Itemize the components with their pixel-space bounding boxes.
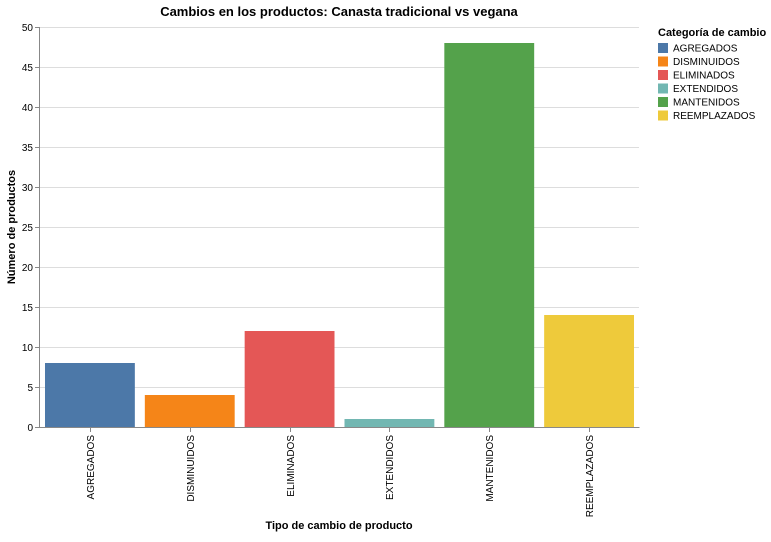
legend-swatch [658, 83, 668, 94]
x-axis-title: Tipo de cambio de producto [265, 520, 412, 532]
y-tick-label: 0 [27, 423, 33, 434]
x-tick-label: DISMINUIDOS [186, 435, 197, 502]
x-tick-label: EXTENDIDOS [385, 435, 396, 500]
y-tick-label: 10 [22, 343, 34, 354]
legend-label: MANTENIDOS [673, 98, 740, 109]
bar-reemplazados[interactable] [544, 315, 635, 427]
y-tick-label: 40 [22, 103, 34, 114]
legend-label: ELIMINADOS [673, 71, 735, 82]
x-tick-label: REEMPLAZADOS [585, 435, 596, 518]
legend-swatch [658, 70, 668, 80]
bar-agregados[interactable] [44, 363, 135, 427]
x-tick-label: ELIMINADOS [286, 435, 297, 497]
bar-extendidos[interactable] [344, 419, 435, 427]
legend-swatch [658, 110, 668, 121]
legend-label: REEMPLAZADOS [673, 111, 756, 122]
y-axis-title: Número de productos [6, 170, 18, 284]
legend-swatch [658, 97, 668, 107]
y-tick-label: 30 [22, 183, 34, 194]
x-axis-ticks: AGREGADOS DISMINUIDOS ELIMINADOS EXTENDIDOS… [86, 427, 596, 517]
legend-title: Categoría de cambio [658, 27, 766, 39]
bars [44, 43, 635, 427]
chart-title: Cambios en los productos: Canasta tradic… [160, 4, 518, 19]
y-tick-label: 25 [22, 223, 34, 234]
y-tick-label: 5 [27, 383, 33, 394]
bar-disminuidos[interactable] [144, 395, 235, 427]
legend-swatch [658, 43, 668, 53]
gridlines [40, 27, 639, 388]
y-axis-ticks: 0 5 10 15 20 25 30 35 40 45 50 [22, 23, 40, 434]
x-tick-label: MANTENIDOS [485, 435, 496, 502]
y-tick-label: 45 [22, 63, 34, 74]
y-tick-label: 20 [22, 263, 34, 274]
y-tick-label: 15 [22, 303, 34, 314]
legend-label: EXTENDIDOS [673, 84, 738, 95]
legend-label: DISMINUIDOS [673, 57, 740, 68]
legend-swatch [658, 56, 668, 67]
y-tick-label: 50 [22, 23, 34, 34]
y-tick-label: 35 [22, 143, 34, 154]
bar-eliminados[interactable] [244, 331, 335, 427]
bar-mantenidos[interactable] [444, 43, 535, 427]
legend: Categoría de cambio AGREGADOS DISMINUIDOS… [658, 27, 766, 122]
x-tick-label: AGREGADOS [86, 435, 97, 500]
legend-label: AGREGADOS [673, 44, 738, 55]
